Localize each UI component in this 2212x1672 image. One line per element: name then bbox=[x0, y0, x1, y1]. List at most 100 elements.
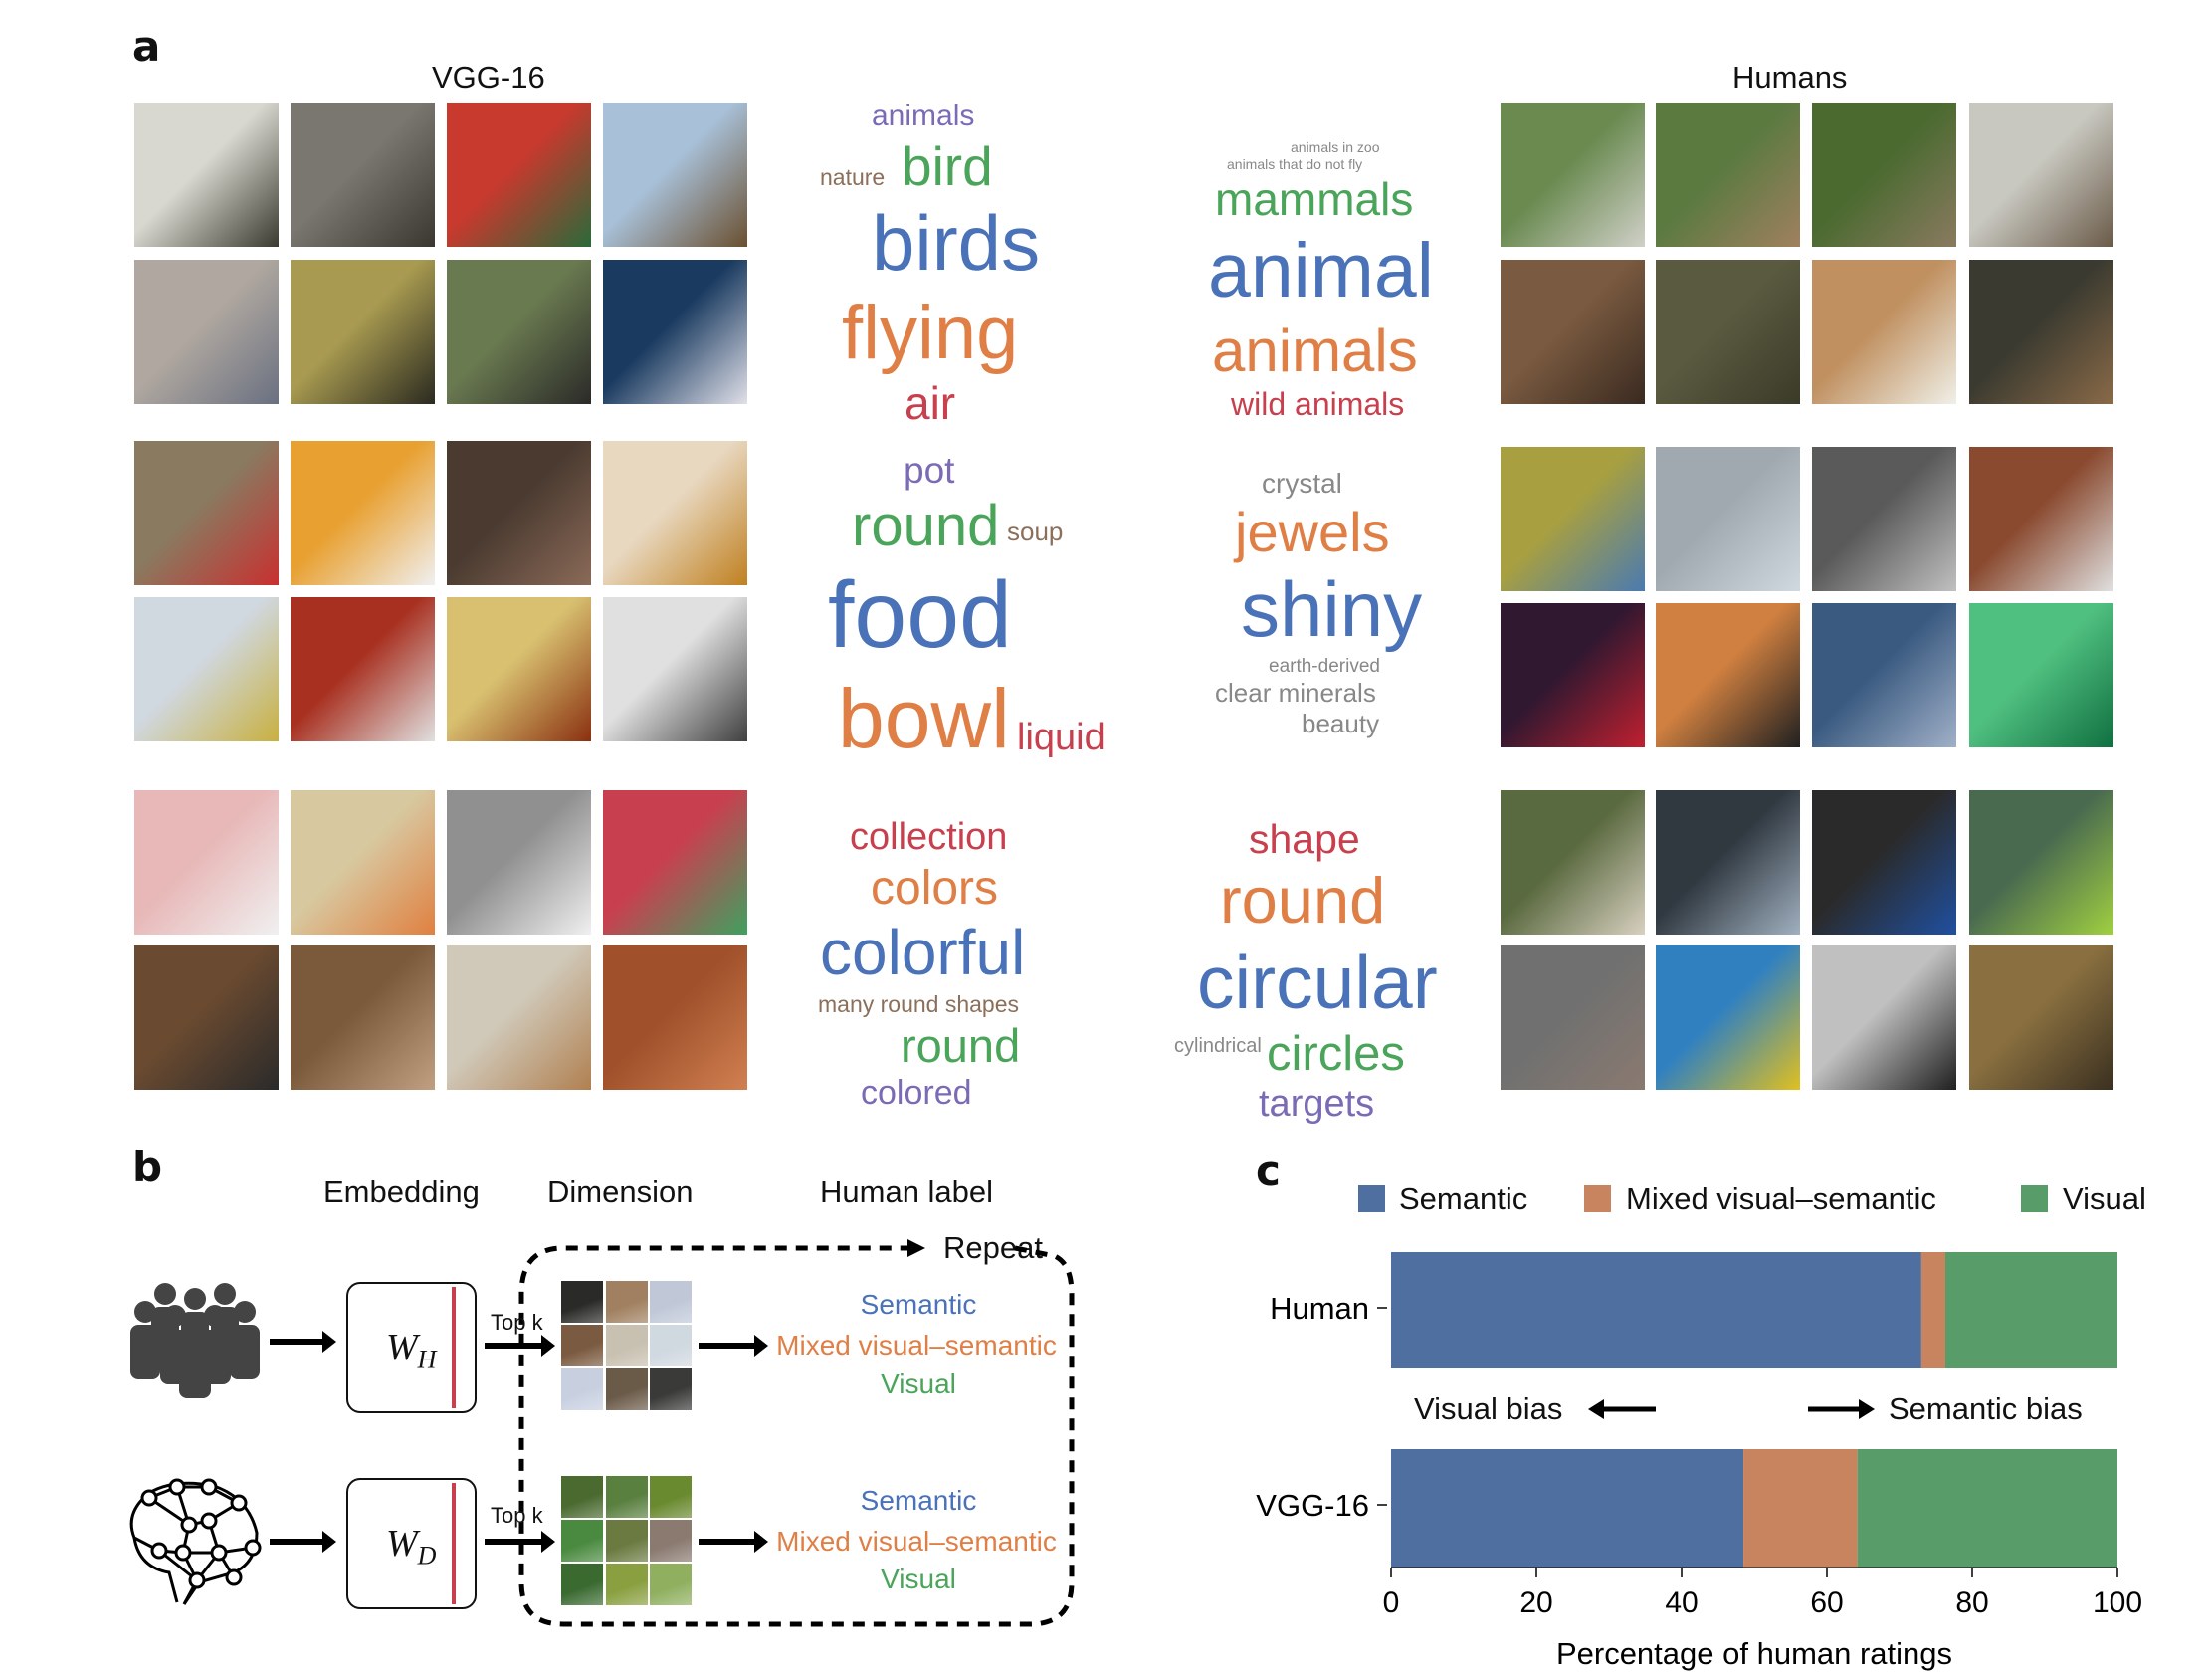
example-photo bbox=[134, 597, 279, 741]
word-cloud-term: cylindrical bbox=[1174, 1035, 1262, 1057]
word-cloud-term: soup bbox=[1007, 517, 1064, 546]
people-group-icon bbox=[130, 1283, 260, 1398]
arrowheads bbox=[322, 1331, 768, 1553]
example-photo bbox=[447, 790, 591, 935]
example-photo bbox=[1812, 945, 1956, 1090]
bar-segment-vgg-16-1 bbox=[1743, 1449, 1858, 1568]
example-photo bbox=[134, 260, 279, 404]
word-cloud-term: birds bbox=[872, 199, 1041, 287]
visual-bias-label: Visual bias bbox=[1414, 1391, 1563, 1426]
example-photo bbox=[1656, 260, 1800, 404]
label-semantic-top: Semantic bbox=[860, 1289, 977, 1320]
repeat-loop-dashed bbox=[518, 1245, 1075, 1627]
example-photo bbox=[1969, 103, 2113, 247]
embedding-header: Embedding bbox=[323, 1174, 480, 1209]
dnn-embedding-matrix: WD bbox=[346, 1478, 477, 1609]
word-cloud-term: targets bbox=[1259, 1083, 1375, 1125]
word-cloud-term: mammals bbox=[1215, 173, 1414, 225]
example-photo bbox=[603, 790, 747, 935]
word-cloud-term: round bbox=[852, 494, 1000, 558]
word-cloud-term: crystal bbox=[1262, 468, 1342, 499]
example-photo bbox=[291, 790, 435, 935]
word-cloud-term: colored bbox=[861, 1074, 972, 1112]
example-photo bbox=[447, 945, 591, 1090]
example-photo bbox=[447, 441, 591, 585]
topk-image bbox=[650, 1281, 692, 1323]
x-tick-label: 0 bbox=[1383, 1586, 1400, 1619]
topk-image bbox=[561, 1281, 603, 1323]
example-photo bbox=[1501, 945, 1645, 1090]
word-cloud-term: circles bbox=[1267, 1027, 1405, 1081]
x-tick-label: 20 bbox=[1519, 1586, 1552, 1619]
word-cloud-term: animals in zoo bbox=[1291, 139, 1380, 155]
example-photo bbox=[1812, 603, 1956, 747]
label-mixed-top: Mixed visual–semantic bbox=[776, 1330, 1057, 1360]
vgg16-title: VGG-16 bbox=[432, 60, 545, 95]
legend-label-visual: Visual bbox=[2063, 1181, 2146, 1216]
word-cloud-term: animals that do not fly bbox=[1227, 156, 1363, 172]
topk-label-bottom: Top k bbox=[491, 1503, 543, 1528]
example-photo bbox=[134, 103, 279, 247]
x-axis-label: Percentage of human ratings bbox=[1556, 1636, 1952, 1671]
example-photo bbox=[134, 441, 279, 585]
example-photo bbox=[1969, 447, 2113, 591]
example-photo bbox=[1969, 945, 2113, 1090]
word-cloud-term: circular bbox=[1197, 940, 1438, 1024]
word-cloud-term: shiny bbox=[1241, 565, 1423, 653]
word-cloud-term: round bbox=[901, 1019, 1021, 1072]
example-photo bbox=[291, 597, 435, 741]
word-cloud-term: round bbox=[1220, 864, 1386, 937]
topk-image bbox=[650, 1325, 692, 1366]
topk-image bbox=[650, 1368, 692, 1410]
example-photo bbox=[1656, 603, 1800, 747]
example-photo bbox=[291, 260, 435, 404]
legend-swatch-visual bbox=[2021, 1185, 2048, 1212]
word-cloud-term: jewels bbox=[1235, 501, 1390, 563]
neural-network-brain-icon bbox=[129, 1478, 262, 1605]
topk-image bbox=[605, 1368, 648, 1410]
legend-label-mixed: Mixed visual–semantic bbox=[1626, 1181, 1936, 1216]
example-photo bbox=[603, 597, 747, 741]
category-label: Human bbox=[1270, 1291, 1369, 1326]
word-cloud-term: liquid bbox=[1017, 717, 1106, 758]
word-cloud-term: food bbox=[828, 562, 1012, 668]
example-photo bbox=[1656, 790, 1800, 935]
label-visual-bottom: Visual bbox=[881, 1564, 956, 1594]
example-photo bbox=[603, 103, 747, 247]
word-cloud-term: beauty bbox=[1302, 709, 1380, 738]
word-cloud-term: bird bbox=[902, 135, 993, 197]
word-cloud-term: animals bbox=[872, 100, 975, 132]
x-tick-label: 60 bbox=[1810, 1586, 1843, 1619]
example-photo bbox=[1812, 447, 1956, 591]
example-photo bbox=[603, 945, 747, 1090]
word-cloud-term: clear minerals bbox=[1215, 678, 1376, 708]
word-cloud-term: animal bbox=[1208, 228, 1434, 314]
human-embedding-matrix: WH bbox=[346, 1282, 477, 1413]
word-cloud-term: animals bbox=[1212, 317, 1418, 384]
x-tick-label: 40 bbox=[1665, 1586, 1698, 1619]
semantic-bias-arrowhead bbox=[1859, 1399, 1875, 1419]
word-cloud-term: air bbox=[905, 377, 956, 429]
panel-a-letter: a bbox=[132, 22, 161, 71]
example-photo bbox=[1969, 790, 2113, 935]
panel-c-letter: c bbox=[1256, 1147, 1281, 1195]
example-photo bbox=[603, 260, 747, 404]
example-photo bbox=[1969, 603, 2113, 747]
dimension-header: Dimension bbox=[547, 1174, 694, 1209]
example-photo bbox=[1812, 103, 1956, 247]
selected-dimension-marker bbox=[452, 1287, 456, 1408]
topk-image bbox=[561, 1564, 603, 1605]
topk-image bbox=[561, 1325, 603, 1366]
example-photo bbox=[603, 441, 747, 585]
topk-image bbox=[605, 1281, 648, 1323]
example-photo bbox=[1656, 103, 1800, 247]
x-tick-label: 80 bbox=[1955, 1586, 1988, 1619]
humans-title: Humans bbox=[1732, 60, 1848, 95]
word-cloud-term: shape bbox=[1249, 816, 1360, 862]
topk-image bbox=[561, 1476, 603, 1518]
panel-b-letter: b bbox=[132, 1143, 163, 1191]
matrix-label: WD bbox=[386, 1523, 437, 1570]
example-photo bbox=[134, 790, 279, 935]
